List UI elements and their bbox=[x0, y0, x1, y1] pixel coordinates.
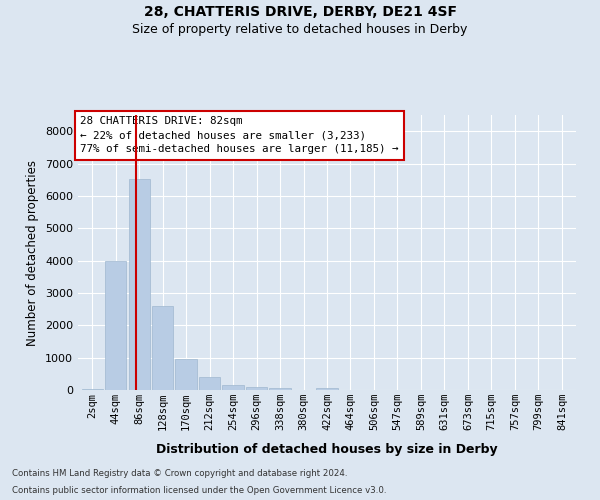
Y-axis label: Number of detached properties: Number of detached properties bbox=[26, 160, 40, 346]
Bar bbox=[269, 388, 290, 390]
Text: Size of property relative to detached houses in Derby: Size of property relative to detached ho… bbox=[133, 22, 467, 36]
Text: 28 CHATTERIS DRIVE: 82sqm
← 22% of detached houses are smaller (3,233)
77% of se: 28 CHATTERIS DRIVE: 82sqm ← 22% of detac… bbox=[80, 116, 399, 154]
Bar bbox=[199, 377, 220, 390]
Bar bbox=[223, 385, 244, 390]
Bar bbox=[105, 261, 126, 390]
Bar bbox=[246, 387, 267, 390]
Bar bbox=[128, 179, 149, 390]
Text: Contains HM Land Registry data © Crown copyright and database right 2024.: Contains HM Land Registry data © Crown c… bbox=[12, 468, 347, 477]
Text: 28, CHATTERIS DRIVE, DERBY, DE21 4SF: 28, CHATTERIS DRIVE, DERBY, DE21 4SF bbox=[143, 5, 457, 19]
Bar bbox=[82, 389, 103, 390]
Text: Contains public sector information licensed under the Open Government Licence v3: Contains public sector information licen… bbox=[12, 486, 386, 495]
Text: Distribution of detached houses by size in Derby: Distribution of detached houses by size … bbox=[156, 442, 498, 456]
Bar bbox=[316, 388, 338, 390]
Bar bbox=[175, 360, 197, 390]
Bar bbox=[152, 306, 173, 390]
